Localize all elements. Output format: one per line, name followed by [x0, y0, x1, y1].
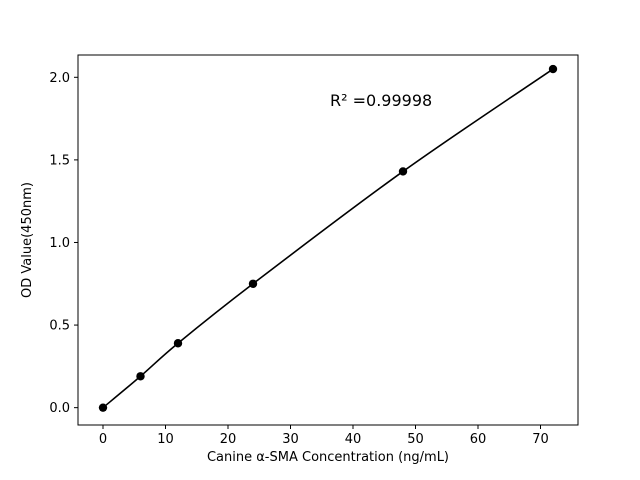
- x-axis-ticks: 0 10 20 30 40 50 60 70: [99, 425, 549, 447]
- plot-border: [77, 54, 579, 426]
- data-point-markers: [98, 64, 558, 412]
- data-point: [248, 279, 258, 288]
- y-axis-ticks: 0.0 0.5 1.0 1.5 2.0: [49, 71, 78, 416]
- y-axis-label: OD Value(450nm): [20, 182, 35, 298]
- y-tick-label: 0.5: [49, 319, 70, 334]
- data-point: [398, 167, 408, 176]
- y-tick-label: 0.0: [49, 401, 70, 416]
- x-tick-label: 60: [470, 432, 487, 447]
- x-tick-label: 20: [220, 432, 237, 447]
- x-tick-label: 70: [532, 432, 549, 447]
- y-tick-label: 1.5: [49, 153, 70, 168]
- r-squared-annotation: R² =0.99998: [330, 91, 432, 110]
- data-point: [136, 372, 145, 381]
- standard-curve-line: [102, 68, 554, 409]
- x-axis-label: Canine α-SMA Concentration (ng/mL): [207, 450, 449, 465]
- x-tick-label: 0: [99, 432, 107, 447]
- data-point: [98, 403, 108, 412]
- x-tick-label: 50: [407, 432, 424, 447]
- data-point: [173, 339, 183, 348]
- y-tick-label: 2.0: [49, 71, 70, 86]
- y-tick-label: 1.0: [49, 236, 70, 251]
- x-tick-label: 30: [282, 432, 299, 447]
- x-tick-label: 10: [157, 432, 174, 447]
- x-tick-label: 40: [345, 432, 362, 447]
- data-point: [548, 64, 558, 74]
